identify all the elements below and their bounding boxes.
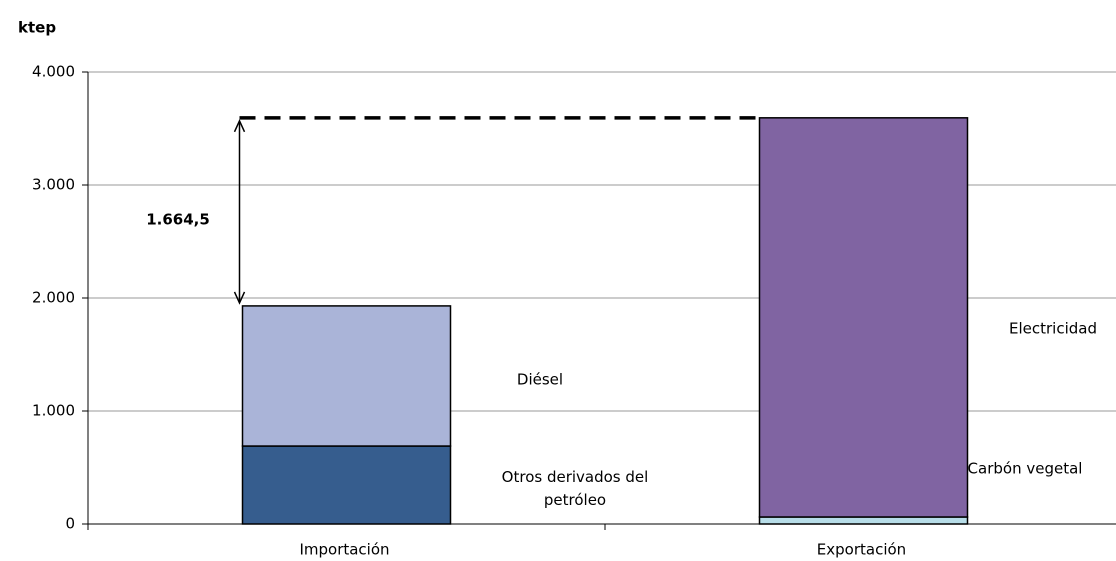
annotation: 1.664,5 [146,210,210,228]
x-tick-label: Exportación [817,541,906,559]
y-tick-label: 0 [65,515,75,533]
series-label: Diésel [516,370,564,389]
bar-segment [758,117,969,518]
arrow-head [233,291,246,305]
y-axis-label: ktep [18,19,56,37]
series-label: Electricidad [1009,319,1097,338]
bar-segment [241,305,452,447]
y-tick-label: 3.000 [32,176,75,194]
x-tick-label: Importación [299,541,389,559]
series-label: Carbón vegetal [967,459,1083,478]
y-tick-label: 1.000 [32,402,75,420]
bar-segment [758,516,969,525]
series-label: Otros derivados del petróleo [501,468,649,509]
arrow-head [233,119,246,133]
y-tick-label: 4.000 [32,63,75,81]
bar-segment [241,445,452,525]
y-tick-label: 2.000 [32,289,75,307]
